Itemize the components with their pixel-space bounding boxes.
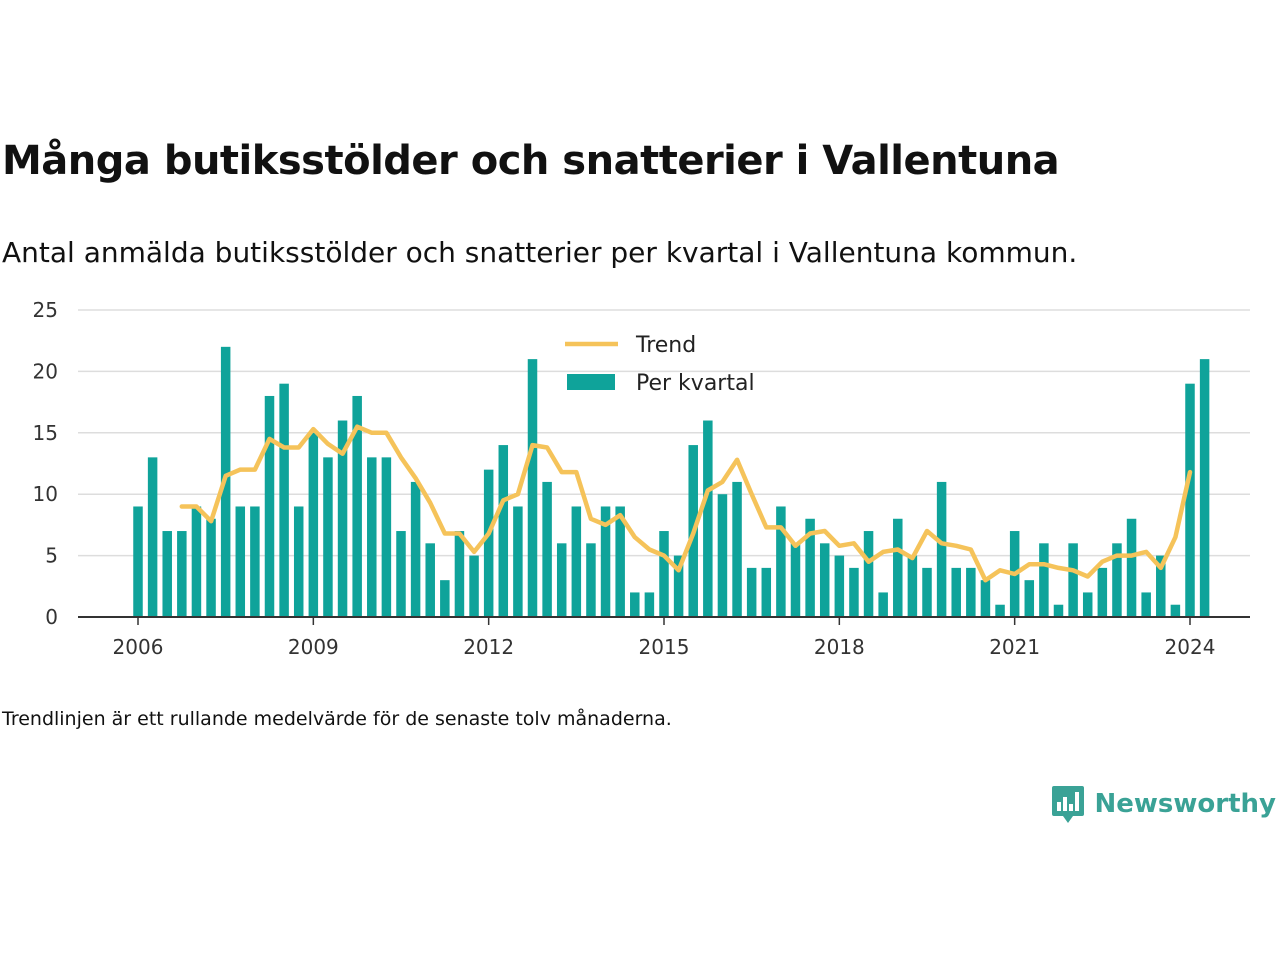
x-tick-label: 2024 — [1165, 635, 1216, 659]
legend-bar-label: Per kvartal — [636, 371, 755, 396]
bar — [907, 555, 918, 617]
y-tick-label: 10 — [33, 482, 58, 506]
x-tick-label: 2006 — [113, 635, 164, 659]
bar-chart-bubble-icon — [1051, 786, 1084, 823]
bar — [483, 469, 494, 617]
newsworthy-logo: Newsworthy — [1051, 784, 1276, 824]
x-tick-label: 2015 — [639, 635, 690, 659]
bar — [177, 531, 187, 617]
bar — [966, 567, 976, 617]
bar — [293, 506, 304, 617]
bar-series-per-kvartal — [133, 346, 1210, 617]
bar — [1199, 359, 1210, 617]
bar — [1141, 592, 1151, 617]
legend-bar-swatch — [567, 374, 615, 390]
y-tick-label: 0 — [45, 605, 58, 629]
bar — [1185, 383, 1195, 617]
bar — [425, 543, 435, 617]
bar — [849, 567, 859, 617]
bar — [644, 592, 655, 617]
bar — [1126, 518, 1137, 617]
bar — [279, 383, 289, 617]
bar — [586, 543, 596, 617]
bar — [659, 531, 669, 617]
bar — [440, 580, 450, 617]
bar — [1097, 567, 1108, 617]
chart-subtitle: Antal anmälda butiksstölder och snatteri… — [2, 236, 1078, 269]
bar — [250, 506, 260, 617]
bar — [133, 506, 143, 617]
bar — [367, 457, 377, 617]
bar — [454, 531, 465, 617]
y-tick-label: 15 — [33, 421, 58, 445]
line-series-trend — [179, 424, 1193, 583]
brand-name: Newsworthy — [1094, 789, 1276, 819]
bar — [951, 567, 961, 617]
bar — [600, 506, 611, 617]
bar — [1170, 604, 1181, 617]
y-tick-label: 20 — [33, 359, 58, 383]
x-tick-label: 2021 — [989, 635, 1040, 659]
bar — [703, 420, 713, 617]
bar — [1068, 543, 1078, 617]
bar — [1039, 543, 1049, 617]
bar — [863, 531, 874, 617]
bar — [717, 494, 728, 617]
bar — [746, 567, 757, 617]
bar — [834, 555, 845, 617]
footnote: Trendlinjen är ett rullande medelvärde f… — [2, 708, 672, 730]
bar — [396, 531, 406, 617]
bar — [337, 420, 348, 617]
y-tick-label: 5 — [45, 544, 58, 568]
chart-title: Många butiksstölder och snatterier i Val… — [2, 138, 1060, 184]
bar — [513, 506, 523, 617]
bar — [1082, 592, 1093, 617]
y-tick-label: 25 — [33, 298, 58, 322]
bar — [1053, 604, 1064, 617]
bar — [673, 555, 684, 617]
bar — [571, 506, 582, 617]
x-tick-label: 2009 — [288, 635, 339, 659]
bar — [1024, 580, 1035, 617]
axes: 0 5 10 15 20 25 2006 2009 2012 2015 2018 2021 2024 — [33, 298, 1250, 659]
bar — [776, 506, 786, 617]
bar — [469, 555, 479, 617]
bar-line-chart: 0 5 10 15 20 25 2006 2009 2012 2015 2018 2021 2024 T… — [33, 298, 1250, 659]
bar — [630, 592, 640, 617]
bar — [308, 432, 319, 617]
trend-line — [179, 424, 1193, 583]
bar — [761, 567, 772, 617]
bar — [922, 567, 932, 617]
bar — [805, 518, 815, 617]
bar — [790, 543, 801, 617]
bar — [206, 518, 216, 617]
bar — [235, 506, 246, 617]
bar — [819, 543, 830, 617]
legend-trend-label: Trend — [635, 333, 696, 358]
bar — [1112, 543, 1122, 617]
bar — [732, 481, 742, 617]
bar — [162, 531, 172, 617]
bar — [191, 506, 202, 617]
bar — [995, 604, 1005, 617]
x-tick-label: 2012 — [463, 635, 514, 659]
bar — [527, 359, 538, 617]
bar — [615, 506, 625, 617]
bar — [410, 481, 421, 617]
bar — [352, 395, 362, 617]
bar — [147, 457, 158, 617]
x-tick-label: 2018 — [814, 635, 865, 659]
bar — [542, 481, 552, 617]
bar — [893, 518, 903, 617]
bar — [980, 580, 991, 617]
bar — [1156, 555, 1166, 617]
bar — [381, 457, 392, 617]
legend: Trend Per kvartal — [565, 333, 755, 396]
bar — [556, 543, 567, 617]
bar — [264, 395, 275, 617]
bar — [936, 481, 947, 617]
bar — [323, 457, 333, 617]
bar — [498, 445, 509, 617]
bar — [878, 592, 888, 617]
